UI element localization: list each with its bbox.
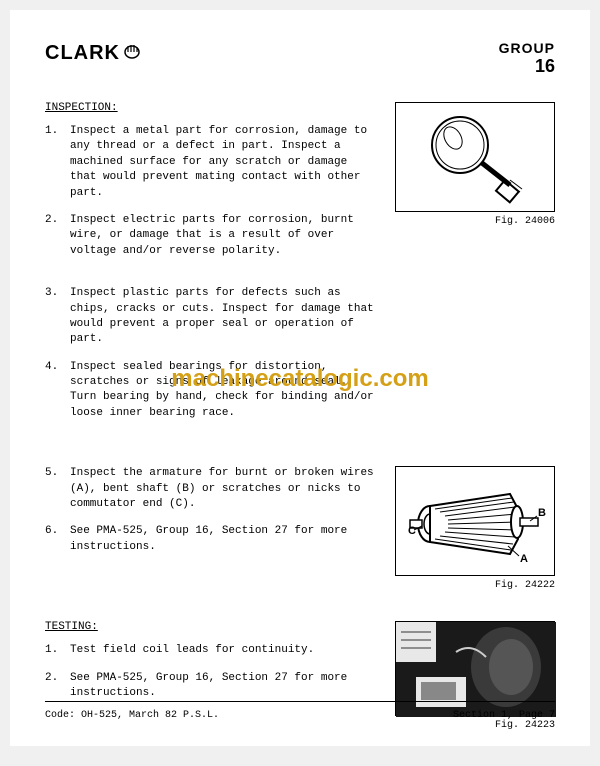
list-item: 1. Inspect a metal part for corrosion, d… <box>45 124 380 201</box>
inspection-title: INSPECTION: <box>45 102 380 114</box>
list-text: See PMA-525, Group 16, Section 27 for mo… <box>70 524 380 555</box>
figure-col-2: C B A Fig. 24222 <box>395 466 555 591</box>
list-text: Inspect plastic parts for defects such a… <box>70 286 375 348</box>
list-text: Inspect electric parts for corrosion, bu… <box>70 213 380 259</box>
list-text: See PMA-525, Group 16, Section 27 for mo… <box>70 671 380 702</box>
list-item: 1. Test field coil leads for continuity. <box>45 643 380 658</box>
clark-logo: CLARK <box>45 40 142 66</box>
group-number: 16 <box>499 56 555 77</box>
svg-text:B: B <box>538 507 546 519</box>
list-number: 6. <box>45 524 70 555</box>
list-item: 2. See PMA-525, Group 16, Section 27 for… <box>45 671 380 702</box>
list-number: 2. <box>45 671 70 702</box>
footer-code: Code: OH-525, March 82 P.S.L. <box>45 710 219 721</box>
list-text: Test field coil leads for continuity. <box>70 643 380 658</box>
list-number: 1. <box>45 124 70 201</box>
inspection-text-col: INSPECTION: 1. Inspect a metal part for … <box>45 102 380 271</box>
svg-text:C: C <box>408 525 416 537</box>
inspection-text-col-2: 5. Inspect the armature for burnt or bro… <box>45 466 380 591</box>
page-footer: Code: OH-525, March 82 P.S.L. Section 1,… <box>45 701 555 721</box>
list-number: 1. <box>45 643 70 658</box>
magnifier-figure <box>395 102 555 212</box>
armature-figure: C B A <box>395 466 555 576</box>
list-text: Inspect the armature for burnt or broken… <box>70 466 380 512</box>
testing-title: TESTING: <box>45 621 380 633</box>
watermark: machinecatalogic.com <box>10 365 590 393</box>
list-item: 3. Inspect plastic parts for defects suc… <box>45 286 375 348</box>
logo-text: CLARK <box>45 42 120 65</box>
figure-col-1: Fig. 24006 <box>395 102 555 271</box>
svg-text:A: A <box>520 553 528 565</box>
inspection-row-2: 5. Inspect the armature for burnt or bro… <box>45 466 555 591</box>
figure-caption: Fig. 24222 <box>395 580 555 591</box>
footer-page: Section 1, Page 7 <box>453 710 555 721</box>
logo-hand-icon <box>122 40 142 66</box>
group-label: GROUP 16 <box>499 40 555 77</box>
list-item: 6. See PMA-525, Group 16, Section 27 for… <box>45 524 380 555</box>
list-text: Inspect a metal part for corrosion, dama… <box>70 124 380 201</box>
figure-caption: Fig. 24006 <box>395 216 555 227</box>
list-number: 3. <box>45 286 70 348</box>
document-page: CLARK GROUP 16 INSPECTION: 1. Inspect a … <box>10 10 590 746</box>
page-header: CLARK GROUP 16 <box>45 40 555 77</box>
list-item: 2. Inspect electric parts for corrosion,… <box>45 213 380 259</box>
group-text: GROUP <box>499 40 555 56</box>
inspection-row-1: INSPECTION: 1. Inspect a metal part for … <box>45 102 555 271</box>
list-number: 2. <box>45 213 70 259</box>
list-item: 5. Inspect the armature for burnt or bro… <box>45 466 380 512</box>
figure-caption: Fig. 24223 <box>395 720 555 731</box>
list-number: 5. <box>45 466 70 512</box>
